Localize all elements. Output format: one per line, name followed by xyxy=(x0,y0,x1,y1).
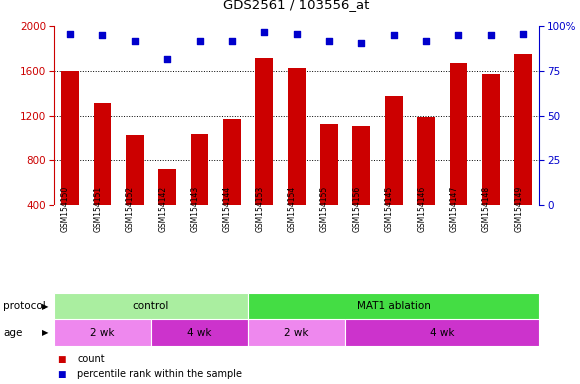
Text: ■: ■ xyxy=(57,354,66,364)
Text: 2 wk: 2 wk xyxy=(284,328,309,338)
Text: 4 wk: 4 wk xyxy=(430,328,455,338)
Point xyxy=(260,29,269,35)
Bar xyxy=(151,319,248,346)
Bar xyxy=(255,58,273,250)
Bar xyxy=(126,135,144,250)
Bar xyxy=(288,68,306,250)
Bar xyxy=(93,104,111,250)
Text: GSM154153: GSM154153 xyxy=(255,185,264,232)
Text: MAT1 ablation: MAT1 ablation xyxy=(357,301,431,311)
Text: GSM154144: GSM154144 xyxy=(223,185,232,232)
Bar xyxy=(158,169,176,250)
Bar xyxy=(320,124,338,250)
Point xyxy=(292,31,302,37)
Bar xyxy=(248,319,345,346)
Bar xyxy=(191,134,208,250)
Bar xyxy=(385,96,403,250)
Bar xyxy=(482,74,500,250)
Bar xyxy=(223,119,241,250)
Point xyxy=(195,38,204,44)
Text: percentile rank within the sample: percentile rank within the sample xyxy=(77,369,242,379)
Bar xyxy=(54,319,151,346)
Text: 2 wk: 2 wk xyxy=(90,328,115,338)
Bar xyxy=(417,117,435,250)
Point xyxy=(519,31,528,37)
Text: 4 wk: 4 wk xyxy=(187,328,212,338)
Point xyxy=(66,31,75,37)
Text: GSM154148: GSM154148 xyxy=(482,185,491,232)
Text: GSM154152: GSM154152 xyxy=(126,185,135,232)
Text: GSM154154: GSM154154 xyxy=(288,185,296,232)
Text: ■: ■ xyxy=(57,370,66,379)
Point xyxy=(389,32,398,38)
Bar xyxy=(248,293,539,319)
Point xyxy=(162,56,172,62)
Text: GDS2561 / 103556_at: GDS2561 / 103556_at xyxy=(223,0,370,11)
Bar xyxy=(353,126,370,250)
Point xyxy=(357,40,366,46)
Point xyxy=(98,32,107,38)
Bar xyxy=(61,71,79,250)
Point xyxy=(130,38,139,44)
Text: GSM154149: GSM154149 xyxy=(514,185,523,232)
Text: GSM154145: GSM154145 xyxy=(385,185,394,232)
Bar xyxy=(514,55,532,250)
Point xyxy=(324,38,334,44)
Text: GSM154150: GSM154150 xyxy=(61,185,70,232)
Text: GSM154146: GSM154146 xyxy=(417,185,426,232)
Bar xyxy=(345,319,539,346)
Text: GSM154147: GSM154147 xyxy=(450,185,458,232)
Text: control: control xyxy=(133,301,169,311)
Text: protocol: protocol xyxy=(3,301,46,311)
Text: age: age xyxy=(3,328,22,338)
Point xyxy=(454,32,463,38)
Text: ▶: ▶ xyxy=(42,302,48,311)
Text: GSM154156: GSM154156 xyxy=(353,185,361,232)
Text: GSM154151: GSM154151 xyxy=(93,185,103,232)
Point xyxy=(486,32,495,38)
Bar xyxy=(54,293,248,319)
Bar xyxy=(450,63,467,250)
Text: count: count xyxy=(77,354,105,364)
Text: GSM154155: GSM154155 xyxy=(320,185,329,232)
Point xyxy=(227,38,237,44)
Point xyxy=(422,38,431,44)
Text: ▶: ▶ xyxy=(42,328,48,337)
Text: GSM154142: GSM154142 xyxy=(158,185,167,232)
Text: GSM154143: GSM154143 xyxy=(191,185,200,232)
